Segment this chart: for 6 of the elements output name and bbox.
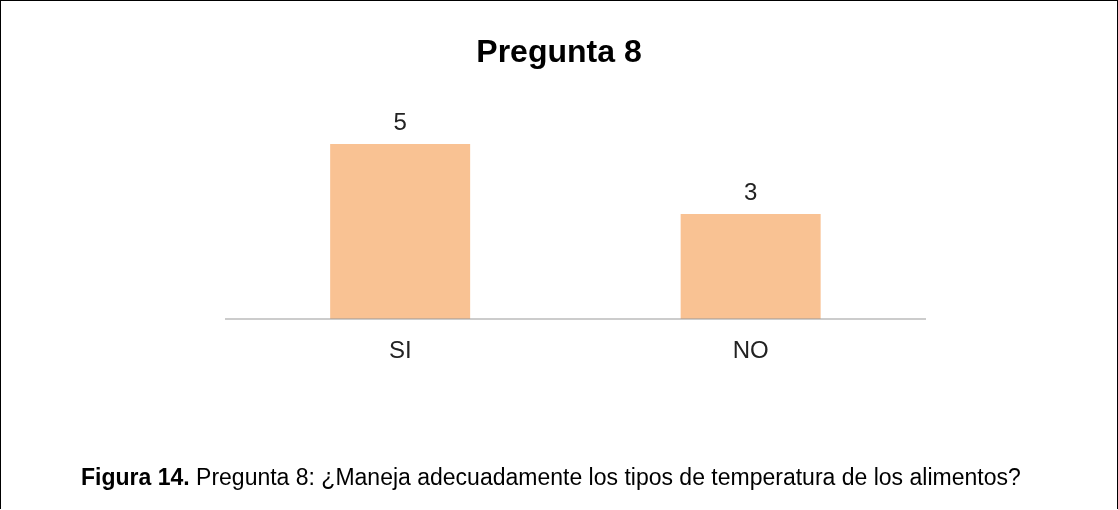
- data-label: 3: [743, 178, 758, 205]
- x-tick-label: SI: [388, 336, 412, 364]
- text: Figura 14. Pregunta 8: ¿Maneja adecuadamente los tipos de temperatura de los alimentos?: [81, 463, 1022, 492]
- data-label: 5: [393, 108, 407, 135]
- chart-title: Pregunta 8: [475, 33, 643, 70]
- x-tick-label: NO: [732, 336, 769, 364]
